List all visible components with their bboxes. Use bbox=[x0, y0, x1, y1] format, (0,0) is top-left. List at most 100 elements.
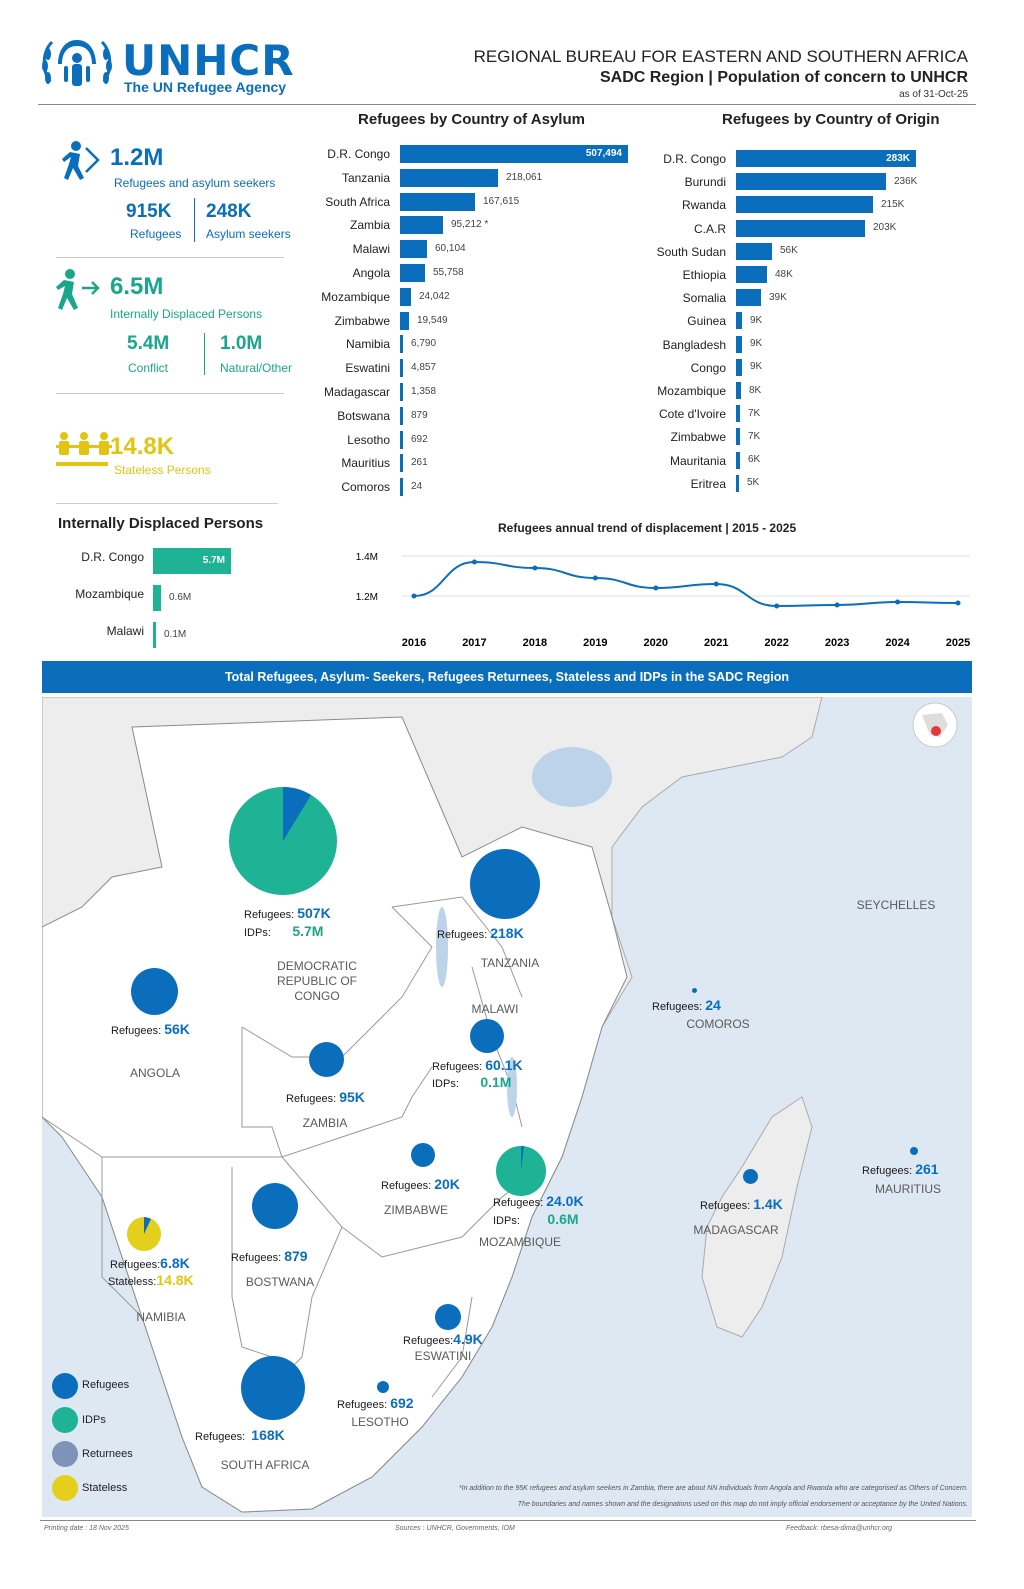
asylum-value: 4,857 bbox=[411, 362, 437, 374]
kpi-refugees-asylum-value: 1.2M bbox=[110, 144, 164, 171]
asylum-bar-chart: D.R. Congo 507,494 Tanzania 218,061 South Af… bbox=[300, 145, 640, 505]
idp-bar bbox=[153, 585, 161, 611]
footer-feedback-email[interactable]: Feedback: rbesa-dima@unhcr.org bbox=[786, 1525, 893, 1532]
origin-bar bbox=[736, 382, 741, 399]
asylum-label: Botswana bbox=[337, 408, 390, 423]
asylum-label: Madagascar bbox=[323, 385, 390, 399]
country-label-botswana: BOSTWANA bbox=[245, 1275, 315, 1289]
madagascar-refugees-label: Refugees: 1.4K bbox=[700, 1196, 783, 1212]
kpi-stateless-label: Stateless Persons bbox=[114, 463, 211, 477]
idp-value: 5.7M bbox=[202, 555, 225, 566]
trend-point bbox=[411, 593, 417, 599]
origin-value: 7K bbox=[748, 430, 761, 442]
legend-refugees-swatch bbox=[52, 1373, 78, 1399]
origin-bar bbox=[736, 266, 767, 283]
asylum-value: 19,549 bbox=[417, 314, 448, 326]
mozambique-idps-label: IDPs: 0.6M bbox=[493, 1211, 579, 1227]
stateless-people-icon bbox=[56, 432, 112, 466]
kpi-refugees-asylum-label: Refugees and asylum seekers bbox=[114, 176, 276, 190]
map-footnote-disclaimer: The boundaries and names shown and the d… bbox=[517, 1501, 968, 1508]
malawi-refugee-bubble bbox=[470, 1019, 504, 1053]
botswana-refugees-label: Refugees: 879 bbox=[231, 1248, 308, 1264]
origin-value: 215K bbox=[881, 198, 905, 210]
country-label-tanzania: TANZANIA bbox=[480, 956, 540, 970]
logo-wordmark: UNHCR bbox=[122, 36, 295, 85]
asylum-bar bbox=[400, 311, 409, 330]
asylum-label: Namibia bbox=[345, 337, 390, 352]
kpi-separator-2 bbox=[56, 393, 284, 394]
origin-value: 5K bbox=[747, 477, 760, 489]
asylum-value: 6,790 bbox=[411, 338, 437, 350]
origin-bar bbox=[736, 358, 742, 376]
origin-label: C.A.R bbox=[693, 221, 726, 236]
asylum-label: Mozambique bbox=[321, 289, 390, 304]
asylum-value: 261 bbox=[411, 457, 428, 469]
asylum-value: 167,615 bbox=[483, 195, 520, 207]
origin-bar bbox=[736, 405, 740, 423]
kpi-conflict-label: Conflict bbox=[128, 361, 169, 375]
kpi-divider bbox=[194, 198, 195, 242]
legend-refugees-label: Refugees bbox=[82, 1379, 130, 1391]
origin-bar bbox=[736, 451, 740, 469]
origin-label: Cote d'Ivoire bbox=[659, 407, 726, 422]
asylum-label: South Africa bbox=[325, 194, 390, 209]
origin-bar bbox=[736, 219, 865, 237]
country-label-lesotho: LESOTHO bbox=[351, 1415, 409, 1429]
zimbabwe-refugee-bubble bbox=[411, 1143, 435, 1167]
legend-idps-label: IDPs bbox=[82, 1414, 106, 1426]
origin-value: 203K bbox=[873, 222, 897, 234]
idp-label: D.R. Congo bbox=[81, 550, 144, 564]
trend-point bbox=[713, 581, 719, 587]
trend-series-line bbox=[413, 560, 959, 608]
lesotho-refugees-label: Refugees: 692 bbox=[337, 1395, 414, 1411]
trend-x-tick: 2019 bbox=[583, 637, 607, 649]
trend-x-tick: 2021 bbox=[704, 637, 728, 649]
origin-label: Bangladesh bbox=[662, 337, 726, 352]
asylum-label: D.R. Congo bbox=[327, 147, 390, 161]
trend-point bbox=[955, 600, 961, 606]
mozambique-pie-chart bbox=[496, 1146, 546, 1196]
asylum-bar bbox=[400, 478, 403, 497]
drc-idps-label: IDPs: 5.7M bbox=[244, 923, 324, 939]
idp-label: Mozambique bbox=[75, 587, 144, 601]
trend-x-tick: 2022 bbox=[764, 637, 788, 649]
asylum-label: Malawi bbox=[352, 242, 390, 257]
country-label-comoros: COMOROS bbox=[686, 1017, 750, 1031]
asylum-value: 879 bbox=[411, 409, 428, 421]
trend-x-tick: 2017 bbox=[462, 637, 486, 649]
asylum-value: 55,758 bbox=[433, 267, 464, 278]
origin-label: Zimbabwe bbox=[670, 430, 726, 445]
idp-value: 0.6M bbox=[169, 592, 192, 603]
asylum-value: 60,104 bbox=[435, 243, 466, 255]
origin-chart-title: Refugees by Country of Origin bbox=[722, 111, 940, 128]
trend-y-tick: 1.4M bbox=[356, 552, 378, 563]
asylum-label: Zambia bbox=[349, 218, 390, 233]
origin-bar bbox=[736, 173, 886, 191]
idp-value: 0.1M bbox=[164, 629, 187, 640]
kpi-refugees-label: Refugees bbox=[130, 227, 182, 241]
footer-sources: Sources : UNHCR, Governments, IOM bbox=[395, 1525, 515, 1532]
idp-chart-title: Internally Displaced Persons bbox=[58, 515, 264, 532]
kpi-divider-idp bbox=[204, 333, 205, 375]
asylum-label: Angola bbox=[352, 266, 390, 280]
origin-label: Somalia bbox=[682, 291, 726, 306]
south-africa-refugee-bubble bbox=[241, 1356, 305, 1420]
kpi-conflict-value: 5.4M bbox=[127, 333, 170, 354]
kpi-asylum-label: Asylum seekers bbox=[206, 227, 291, 241]
origin-value: 6K bbox=[748, 454, 761, 466]
country-label-mozambique: MOZAMBIQUE bbox=[478, 1235, 561, 1249]
asylum-bar bbox=[400, 216, 443, 235]
logo-tagline: The UN Refugee Agency bbox=[124, 79, 287, 95]
country-label-mauritius: MAURITIUS bbox=[875, 1182, 941, 1196]
origin-label: D.R. Congo bbox=[663, 152, 726, 166]
origin-label: Burundi bbox=[684, 175, 726, 190]
asylum-bar bbox=[400, 359, 403, 378]
country-label-namibia: NAMIBIA bbox=[136, 1310, 186, 1324]
trend-point bbox=[592, 575, 598, 581]
origin-bar bbox=[736, 150, 916, 167]
drc-pie-chart bbox=[229, 787, 337, 895]
asylum-bar bbox=[400, 287, 411, 306]
trend-point bbox=[532, 565, 538, 571]
kpi-refugees-value: 915K bbox=[126, 201, 172, 222]
origin-bar bbox=[736, 242, 772, 260]
